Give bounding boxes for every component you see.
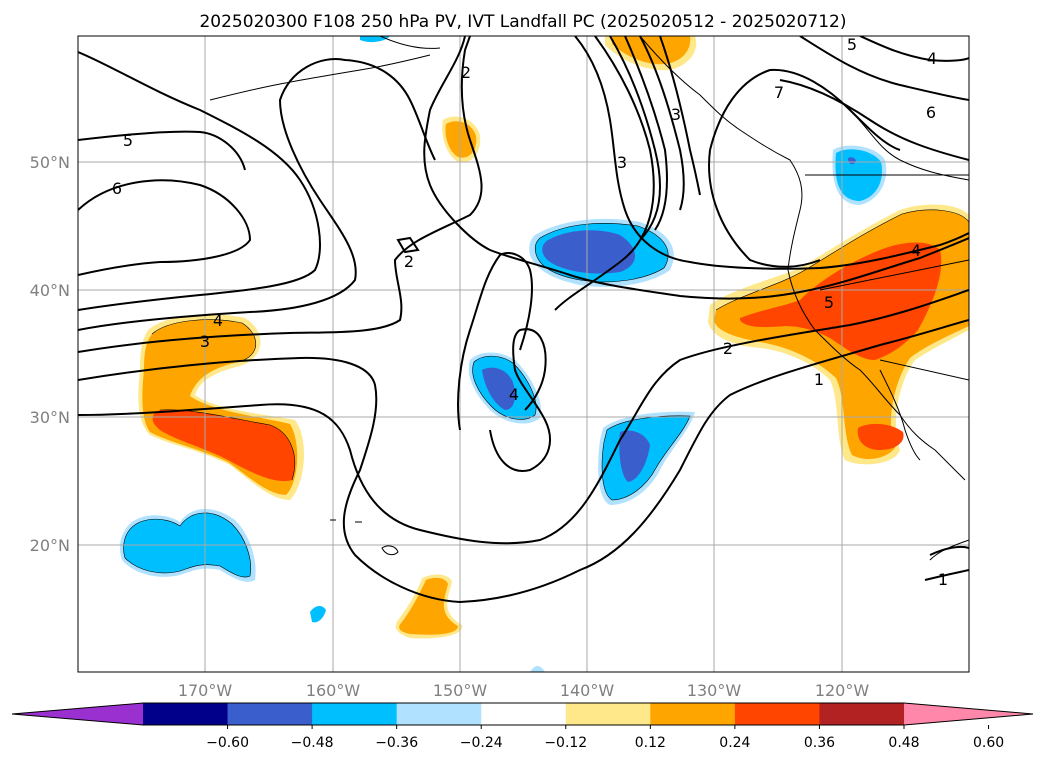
colorbar-segment bbox=[312, 703, 398, 725]
lat-label: 40°N bbox=[30, 281, 70, 300]
pv-contours bbox=[78, 36, 969, 604]
contour-label: 2 bbox=[723, 339, 733, 358]
lon-label: 120°W bbox=[815, 681, 870, 700]
colorbar-tick-label: −0.24 bbox=[460, 735, 503, 751]
contour-label: 4 bbox=[509, 385, 519, 404]
lon-label: 160°W bbox=[306, 681, 361, 700]
colorbar: −0.60 −0.48 −0.36 −0.24 −0.12 0.12 0.24 0.36 0.4… bbox=[11, 702, 1034, 751]
colorbar-tick-label: 0.60 bbox=[973, 735, 1004, 751]
colorbar-tick-label: 0.24 bbox=[719, 735, 750, 751]
contour-label: 5 bbox=[824, 293, 834, 312]
map-frame bbox=[77, 35, 970, 673]
coastlines bbox=[209, 36, 969, 561]
lat-label: 30°N bbox=[30, 408, 70, 427]
contour-label: 4 bbox=[213, 311, 223, 330]
colorbar-segment bbox=[143, 703, 229, 725]
colorbar-segment bbox=[396, 703, 482, 725]
lat-label: 20°N bbox=[30, 536, 70, 555]
contour-label: 4 bbox=[927, 49, 937, 68]
colorbar-tick-label: −0.60 bbox=[206, 735, 249, 751]
contour-label: 3 bbox=[671, 105, 681, 124]
colorbar-segment bbox=[227, 703, 313, 725]
contour-label: 4 bbox=[911, 241, 921, 260]
colorbar-segment bbox=[565, 703, 651, 725]
contour-label: 1 bbox=[814, 370, 824, 389]
lon-label: 140°W bbox=[560, 681, 615, 700]
colorbar-segment bbox=[650, 703, 736, 725]
colorbar-segment bbox=[734, 703, 820, 725]
colorbar-outline bbox=[11, 702, 1034, 726]
contour-label: 2 bbox=[404, 252, 414, 271]
contour-label: 6 bbox=[112, 179, 122, 198]
colorbar-segment bbox=[819, 703, 905, 725]
contour-label: 3 bbox=[617, 153, 627, 172]
contour-label: 1 bbox=[938, 570, 948, 589]
colorbar-tick-label: −0.36 bbox=[375, 735, 418, 751]
contour-label: 3 bbox=[200, 332, 210, 351]
colorbar-tick-label: 0.36 bbox=[804, 735, 835, 751]
contour-label: 6 bbox=[926, 103, 936, 122]
lon-label: 150°W bbox=[433, 681, 488, 700]
contour-label: 7 bbox=[774, 83, 784, 102]
colorbar-tick-label: 0.12 bbox=[635, 735, 666, 751]
colorbar-extend-low bbox=[12, 703, 143, 725]
contour-labels: 5 6 2 3 4 3 2 4 3 6 5 4 7 4 5 2 1 1 bbox=[112, 35, 948, 589]
colorbar-tick-label: 0.48 bbox=[888, 735, 919, 751]
latitude-labels: 50°N 40°N 30°N 20°N bbox=[30, 153, 70, 555]
figure-title: 2025020300 F108 250 hPa PV, IVT Landfall… bbox=[199, 12, 846, 32]
colorbar-segment bbox=[481, 703, 567, 725]
contour-label: 5 bbox=[123, 131, 133, 150]
contour-label: 5 bbox=[847, 35, 857, 54]
lon-label: 170°W bbox=[178, 681, 233, 700]
longitude-labels: 170°W 160°W 150°W 140°W 130°W 120°W bbox=[178, 681, 870, 700]
colorbar-extend-high bbox=[904, 703, 1033, 725]
contour-label: 2 bbox=[461, 63, 471, 82]
colorbar-tick-label: −0.48 bbox=[291, 735, 334, 751]
lon-label: 130°W bbox=[687, 681, 742, 700]
map-area: 5 6 2 3 4 3 2 4 3 6 5 4 7 4 5 2 1 1 bbox=[78, 35, 969, 672]
colorbar-tick-label: −0.12 bbox=[544, 735, 587, 751]
lat-label: 50°N bbox=[30, 153, 70, 172]
